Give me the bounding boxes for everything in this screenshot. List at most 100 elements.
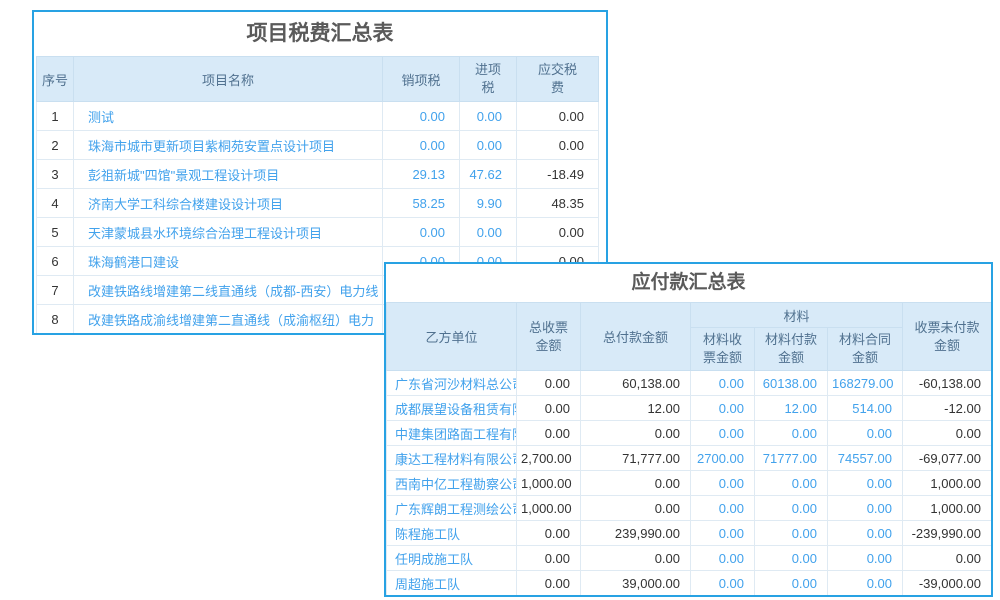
material-invoice-value[interactable]: 2700.00 — [690, 445, 755, 471]
project-name-link[interactable]: 彭祖新城"四馆"景观工程设计项目 — [73, 159, 383, 189]
material-payment-value[interactable]: 60138.00 — [754, 370, 828, 396]
row-index: 7 — [36, 275, 74, 305]
total-payment-value: 0.00 — [580, 470, 691, 496]
project-name-link[interactable]: 珠海市城市更新项目紫桐苑安置点设计项目 — [73, 130, 383, 160]
tax-table-row: 2 珠海市城市更新项目紫桐苑安置点设计项目 0.00 0.00 0.00 — [36, 130, 599, 160]
invoiced-unpaid-value: 0.00 — [902, 420, 991, 446]
material-contract-value[interactable]: 0.00 — [827, 545, 903, 571]
total-payment-value: 12.00 — [580, 395, 691, 421]
invoiced-unpaid-value: -60,138.00 — [902, 370, 991, 396]
total-payment-value: 0.00 — [580, 545, 691, 571]
tax-table-row: 5 天津蒙城县水环境综合治理工程设计项目 0.00 0.00 0.00 — [36, 217, 599, 247]
input-tax-value[interactable]: 0.00 — [459, 217, 517, 247]
tax-table-row: 4 济南大学工科综合楼建设设计项目 58.25 9.90 48.35 — [36, 188, 599, 218]
column-header-input-tax: 进项 税 — [459, 56, 517, 102]
company-name-link[interactable]: 任明成施工队 — [386, 545, 517, 571]
output-tax-value[interactable]: 0.00 — [382, 217, 460, 247]
material-invoice-value[interactable]: 0.00 — [690, 420, 755, 446]
invoiced-unpaid-value: -12.00 — [902, 395, 991, 421]
project-name-link[interactable]: 改建铁路成渝线增建第二直通线（成渝枢纽）电力 — [73, 304, 383, 333]
row-index: 4 — [36, 188, 74, 218]
material-invoice-value[interactable]: 0.00 — [690, 395, 755, 421]
company-name-link[interactable]: 广东辉朗工程测绘公司 — [386, 495, 517, 521]
invoiced-unpaid-value: -69,077.00 — [902, 445, 991, 471]
material-invoice-value[interactable]: 0.00 — [690, 470, 755, 496]
input-tax-value[interactable]: 9.90 — [459, 188, 517, 218]
tax-payable-value: 0.00 — [516, 101, 599, 131]
company-name-link[interactable]: 成都展望设备租赁有限公司 — [386, 395, 517, 421]
material-invoice-value[interactable]: 0.00 — [690, 570, 755, 595]
material-payment-value[interactable]: 71777.00 — [754, 445, 828, 471]
material-contract-value[interactable]: 0.00 — [827, 495, 903, 521]
company-name-link[interactable]: 广东省河沙材料总公司 — [386, 370, 517, 396]
material-contract-value[interactable]: 168279.00 — [827, 370, 903, 396]
payable-table-row: 周超施工队 0.00 39,000.00 0.00 0.00 0.00 -39,000.00 — [386, 570, 991, 595]
input-tax-value[interactable]: 0.00 — [459, 130, 517, 160]
payable-table-row: 任明成施工队 0.00 0.00 0.00 0.00 0.00 0.00 — [386, 545, 991, 571]
payable-table-row: 西南中亿工程勘察公司 1,000.00 0.00 0.00 0.00 0.00 1,000.… — [386, 470, 991, 496]
material-payment-value[interactable]: 12.00 — [754, 395, 828, 421]
output-tax-value[interactable]: 29.13 — [382, 159, 460, 189]
output-tax-value[interactable]: 0.00 — [382, 101, 460, 131]
tax-summary-card: 项目税费汇总表 序号 项目名称 销项税 进项 税 应交税 费 1 测试 0.00 0.… — [32, 10, 608, 335]
material-contract-value[interactable]: 514.00 — [827, 395, 903, 421]
column-header-material-payment: 材料付款 金额 — [754, 327, 828, 371]
total-payment-value: 60,138.00 — [580, 370, 691, 396]
company-name-link[interactable]: 陈程施工队 — [386, 520, 517, 546]
total-invoice-value: 0.00 — [516, 545, 581, 571]
material-contract-value[interactable]: 74557.00 — [827, 445, 903, 471]
payable-table-header-row-1: 乙方单位 总收票 金额 总付款金额 材料 收票未付款 金额 — [386, 302, 991, 371]
column-header-material-invoice: 材料收 票金额 — [690, 327, 755, 371]
payable-table-row: 中建集团路面工程有限公司0.000.000.000.000.000.00 — [386, 420, 991, 446]
invoiced-unpaid-value: 1,000.00 — [902, 470, 991, 496]
material-invoice-value[interactable]: 0.00 — [690, 370, 755, 396]
material-contract-value[interactable]: 0.00 — [827, 420, 903, 446]
payable-table-row: 广东省河沙材料总公司 0.00 60,138.00 0.00 60138.00 16827… — [386, 370, 991, 396]
company-name-link[interactable]: 西南中亿工程勘察公司 — [386, 470, 517, 496]
row-index: 6 — [36, 246, 74, 276]
column-header-output-tax: 销项税 — [382, 56, 460, 102]
total-payment-value: 0.00 — [580, 495, 691, 521]
material-contract-value[interactable]: 0.00 — [827, 570, 903, 595]
material-payment-value[interactable]: 0.00 — [754, 470, 828, 496]
row-index: 3 — [36, 159, 74, 189]
project-name-link[interactable]: 济南大学工科综合楼建设设计项目 — [73, 188, 383, 218]
total-invoice-value: 0.00 — [516, 395, 581, 421]
company-name-link[interactable]: 中建集团路面工程有限公司 — [386, 420, 517, 446]
material-contract-value[interactable]: 0.00 — [827, 520, 903, 546]
material-contract-value[interactable]: 0.00 — [827, 470, 903, 496]
material-payment-value[interactable]: 0.00 — [754, 520, 828, 546]
material-payment-value[interactable]: 0.00 — [754, 570, 828, 595]
payable-summary-title: 应付款汇总表 — [631, 272, 746, 293]
column-header-material-contract: 材料合同 金额 — [827, 327, 903, 371]
material-payment-value[interactable]: 0.00 — [754, 545, 828, 571]
material-invoice-value[interactable]: 0.00 — [690, 520, 755, 546]
column-header-total-invoice: 总收票 金额 — [516, 302, 581, 371]
tax-summary-table: 序号 项目名称 销项税 进项 税 应交税 费 1 测试 0.00 0.00 0.00 2 珠… — [36, 56, 599, 333]
column-header-no: 序号 — [36, 56, 74, 102]
input-tax-value[interactable]: 47.62 — [459, 159, 517, 189]
project-name-link[interactable]: 天津蒙城县水环境综合治理工程设计项目 — [73, 217, 383, 247]
total-payment-value: 239,990.00 — [580, 520, 691, 546]
invoiced-unpaid-value: 1,000.00 — [902, 495, 991, 521]
project-name-link[interactable]: 测试 — [73, 101, 383, 131]
material-payment-value[interactable]: 0.00 — [754, 420, 828, 446]
total-payment-value: 0.00 — [580, 420, 691, 446]
company-name-link[interactable]: 周超施工队 — [386, 570, 517, 595]
output-tax-value[interactable]: 58.25 — [382, 188, 460, 218]
output-tax-value[interactable]: 0.00 — [382, 130, 460, 160]
row-index: 8 — [36, 304, 74, 333]
material-invoice-value[interactable]: 0.00 — [690, 545, 755, 571]
column-header-total-payment: 总付款金额 — [580, 302, 691, 371]
total-invoice-value: 0.00 — [516, 420, 581, 446]
material-invoice-value[interactable]: 0.00 — [690, 495, 755, 521]
input-tax-value[interactable]: 0.00 — [459, 101, 517, 131]
row-index: 5 — [36, 217, 74, 247]
company-name-link[interactable]: 康达工程材料有限公司 — [386, 445, 517, 471]
payable-table-header-row-2: 材料收 票金额 材料付款 金额 材料合同 金额 — [387, 327, 992, 371]
project-name-link[interactable]: 珠海鹤港口建设 — [73, 246, 383, 276]
material-payment-value[interactable]: 0.00 — [754, 495, 828, 521]
total-payment-value: 71,777.00 — [580, 445, 691, 471]
total-invoice-value: 0.00 — [516, 570, 581, 595]
project-name-link[interactable]: 改建铁路线增建第二线直通线（成都-西安）电力线 — [73, 275, 383, 305]
